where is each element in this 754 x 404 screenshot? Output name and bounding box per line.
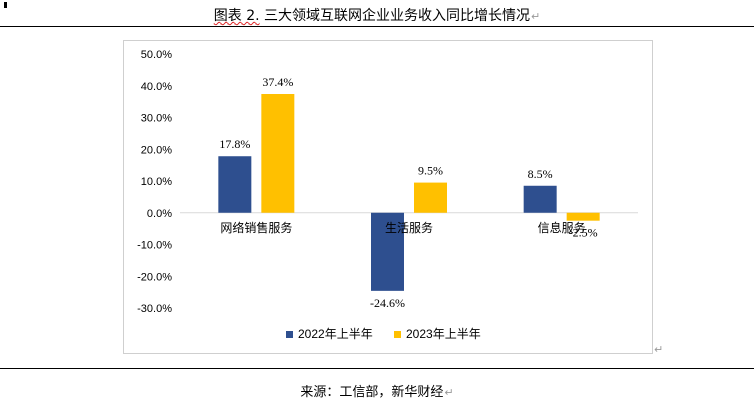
source-note: 来源：工信部，新华财经↵ xyxy=(0,381,754,400)
legend-label: 2022年上半年 xyxy=(298,327,373,341)
data-label: 17.8% xyxy=(219,137,250,151)
return-mark: ↵ xyxy=(654,343,664,356)
y-tick-label: 0.0% xyxy=(147,208,172,220)
figure-title-text: 三大领域互联网企业业务收入同比增长情况 xyxy=(264,8,531,24)
category-label: 信息服务 xyxy=(538,220,586,235)
category-label: 网络销售服务 xyxy=(220,220,292,235)
legend-swatch xyxy=(286,331,293,338)
category-label: 生活服务 xyxy=(385,220,433,235)
y-tick-label: -20.0% xyxy=(137,271,172,283)
y-tick-label: 40.0% xyxy=(141,81,172,93)
data-label: 9.5% xyxy=(418,164,443,178)
data-label: -2.5% xyxy=(569,226,598,240)
bottom-rule xyxy=(0,368,754,369)
figure-title: 图表 2. 三大领域互联网企业业务收入同比增长情况↵ xyxy=(0,5,754,25)
data-label: 37.4% xyxy=(262,75,293,89)
bar xyxy=(414,182,447,213)
bar xyxy=(566,212,600,221)
y-tick-label: 50.0% xyxy=(141,49,172,61)
bar xyxy=(371,212,404,291)
y-tick-label: -30.0% xyxy=(137,303,172,315)
y-tick-label: 20.0% xyxy=(141,144,172,156)
bar xyxy=(218,156,252,213)
data-label: -24.6% xyxy=(370,296,405,310)
figure-number: 图表 2. xyxy=(213,8,260,24)
source-text: 来源：工信部，新华财经 xyxy=(300,385,444,400)
top-rule xyxy=(0,26,754,27)
return-mark: ↵ xyxy=(444,386,454,399)
legend-label: 2023年上半年 xyxy=(406,327,481,341)
y-tick-label: 30.0% xyxy=(141,113,172,125)
bar xyxy=(523,185,557,213)
return-mark: ↵ xyxy=(531,10,541,23)
legend-swatch xyxy=(394,331,401,338)
bar xyxy=(261,94,295,213)
data-label: 8.5% xyxy=(528,167,553,181)
y-tick-label: 10.0% xyxy=(141,176,172,188)
chart-frame xyxy=(123,40,653,354)
corner-mark xyxy=(4,2,7,8)
y-tick-label: -10.0% xyxy=(137,240,172,252)
